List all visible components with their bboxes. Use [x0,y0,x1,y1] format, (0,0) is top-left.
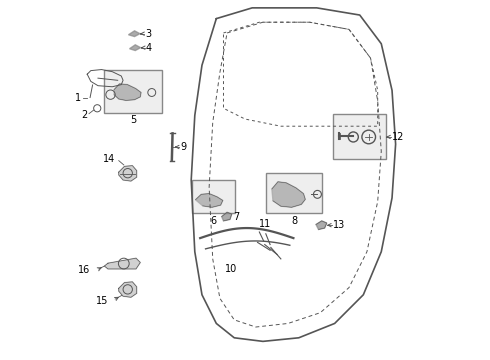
Polygon shape [104,258,140,269]
Polygon shape [128,31,140,37]
Text: 5: 5 [130,116,136,125]
Bar [104,70,162,113]
Text: 2: 2 [81,110,87,120]
Polygon shape [316,221,327,229]
Polygon shape [129,45,141,50]
Polygon shape [114,84,141,100]
Bar [333,114,386,159]
Text: 11: 11 [259,220,271,229]
Polygon shape [196,194,223,207]
Polygon shape [119,166,137,181]
Text: 13: 13 [333,220,345,230]
Text: 8: 8 [292,216,297,226]
Text: 4: 4 [146,43,152,53]
Text: 1: 1 [75,93,81,103]
Text: 3: 3 [145,29,151,39]
Text: 9: 9 [180,142,186,152]
Polygon shape [272,182,305,207]
Polygon shape [119,282,137,297]
Text: 12: 12 [392,132,404,142]
Text: 10: 10 [225,264,238,274]
Text: 15: 15 [96,296,108,306]
Text: 14: 14 [103,154,115,164]
Bar [192,180,235,213]
Text: 7: 7 [233,212,239,221]
Text: 6: 6 [210,216,217,226]
Polygon shape [221,212,232,221]
Bar [266,173,322,213]
Text: 16: 16 [78,265,90,275]
